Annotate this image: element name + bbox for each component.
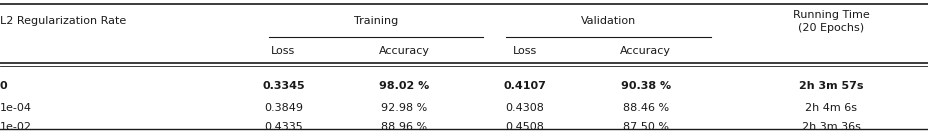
Text: 2h 3m 57s: 2h 3m 57s [798, 81, 863, 91]
Text: Running Time
(20 Epochs): Running Time (20 Epochs) [793, 10, 869, 33]
Text: 0.3345: 0.3345 [262, 81, 304, 91]
Text: Validation: Validation [580, 16, 636, 26]
Text: 92.98 %: 92.98 % [380, 103, 427, 113]
Text: 90.38 %: 90.38 % [620, 81, 670, 91]
Text: 2h 3m 36s: 2h 3m 36s [801, 122, 860, 132]
Text: Loss: Loss [512, 46, 536, 56]
Text: L2 Regularization Rate: L2 Regularization Rate [0, 16, 126, 26]
Text: 1e-02: 1e-02 [0, 122, 32, 132]
Text: 98.02 %: 98.02 % [379, 81, 429, 91]
Text: 0.4335: 0.4335 [264, 122, 303, 132]
Text: 88.46 %: 88.46 % [622, 103, 668, 113]
Text: 2h 4m 6s: 2h 4m 6s [805, 103, 857, 113]
Text: 0.4508: 0.4508 [505, 122, 544, 132]
Text: 0.4107: 0.4107 [503, 81, 546, 91]
Text: Training: Training [354, 16, 398, 26]
Text: Accuracy: Accuracy [379, 46, 429, 56]
Text: Accuracy: Accuracy [620, 46, 670, 56]
Text: 0.3849: 0.3849 [264, 103, 303, 113]
Text: 87.50 %: 87.50 % [622, 122, 668, 132]
Text: 0: 0 [0, 81, 7, 91]
Text: 88.96 %: 88.96 % [380, 122, 427, 132]
Text: 0.4308: 0.4308 [505, 103, 544, 113]
Text: Loss: Loss [271, 46, 295, 56]
Text: 1e-04: 1e-04 [0, 103, 32, 113]
